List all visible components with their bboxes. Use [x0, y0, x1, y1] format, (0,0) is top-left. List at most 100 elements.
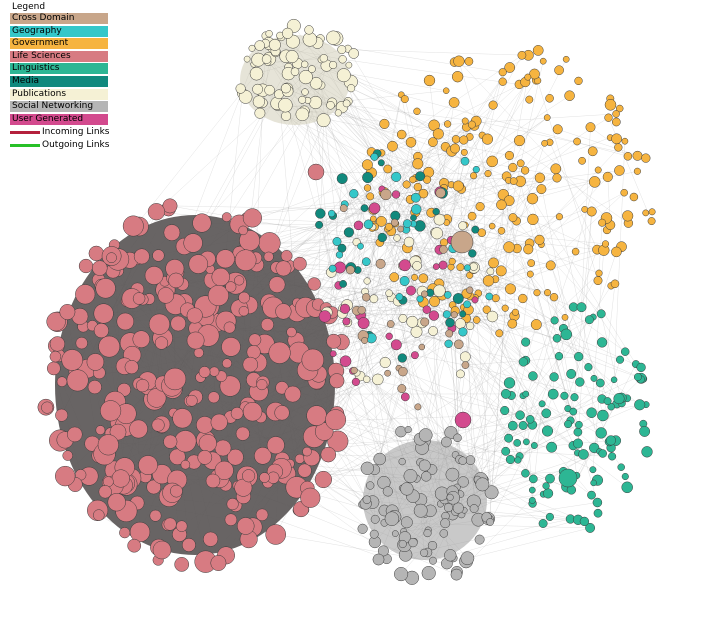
dataset-node-government[interactable]: [611, 117, 621, 127]
dataset-node-publications[interactable]: [319, 54, 328, 63]
dataset-node-social-networking[interactable]: [443, 503, 454, 513]
dataset-node-geography[interactable]: [395, 293, 404, 301]
dataset-node-linguistics[interactable]: [550, 316, 559, 325]
dataset-node-life-sciences[interactable]: [78, 258, 94, 274]
dataset-node-publications[interactable]: [379, 356, 391, 369]
dataset-node-government[interactable]: [564, 90, 575, 101]
dataset-node-government[interactable]: [525, 95, 534, 104]
dataset-node-life-sciences[interactable]: [163, 517, 177, 531]
dataset-node-linguistics[interactable]: [636, 362, 646, 373]
dataset-node-government[interactable]: [529, 68, 540, 80]
dataset-node-life-sciences[interactable]: [255, 508, 269, 522]
dataset-node-linguistics[interactable]: [569, 407, 578, 416]
dataset-node-government[interactable]: [413, 182, 422, 192]
dataset-node-government[interactable]: [475, 202, 485, 212]
dataset-node-media[interactable]: [397, 353, 407, 363]
dataset-node-government[interactable]: [495, 329, 504, 338]
dataset-node-government[interactable]: [361, 159, 373, 171]
dataset-node-government[interactable]: [543, 289, 552, 297]
dataset-node-life-sciences[interactable]: [124, 360, 139, 375]
dataset-node-cross-domain[interactable]: [357, 306, 366, 315]
dataset-node-government[interactable]: [611, 133, 622, 145]
dataset-node-social-networking[interactable]: [440, 518, 451, 529]
dataset-node-government[interactable]: [472, 316, 481, 324]
dataset-node-government[interactable]: [524, 73, 532, 81]
dataset-node-publications[interactable]: [282, 27, 294, 39]
dataset-node-life-sciences[interactable]: [183, 233, 203, 253]
dataset-node-government[interactable]: [595, 269, 603, 277]
dataset-node-linguistics[interactable]: [585, 522, 596, 533]
dataset-node-government[interactable]: [543, 114, 551, 121]
dataset-node-life-sciences[interactable]: [163, 367, 187, 391]
dataset-node-government[interactable]: [405, 137, 417, 148]
dataset-node-life-sciences[interactable]: [149, 509, 162, 522]
dataset-node-social-networking[interactable]: [421, 566, 436, 581]
dataset-node-life-sciences[interactable]: [246, 345, 261, 360]
dataset-node-government[interactable]: [633, 167, 641, 175]
dataset-node-life-sciences[interactable]: [67, 426, 83, 443]
dataset-node-government[interactable]: [412, 158, 424, 170]
dataset-node-user-generated[interactable]: [410, 351, 419, 360]
dataset-node-linguistics[interactable]: [522, 390, 530, 398]
dataset-node-government[interactable]: [629, 192, 639, 202]
dataset-node-social-networking[interactable]: [427, 540, 438, 551]
dataset-node-life-sciences[interactable]: [132, 330, 151, 348]
dataset-node-government[interactable]: [641, 153, 651, 163]
dataset-node-government[interactable]: [504, 62, 516, 73]
dataset-node-geography[interactable]: [335, 251, 344, 259]
dataset-node-life-sciences[interactable]: [186, 307, 203, 324]
dataset-node-social-networking[interactable]: [408, 537, 418, 548]
dataset-node-linguistics[interactable]: [589, 466, 597, 474]
dataset-node-publications[interactable]: [458, 221, 468, 231]
dataset-node-linguistics[interactable]: [542, 482, 550, 490]
dataset-node-social-networking[interactable]: [460, 551, 475, 566]
dataset-node-geography[interactable]: [410, 192, 421, 203]
dataset-node-linguistics[interactable]: [570, 393, 579, 402]
dataset-node-government[interactable]: [574, 76, 583, 86]
dataset-node-life-sciences[interactable]: [62, 450, 73, 461]
dataset-node-cross-domain[interactable]: [454, 339, 464, 350]
dataset-node-geography[interactable]: [357, 242, 364, 250]
dataset-node-government[interactable]: [549, 293, 559, 302]
dataset-node-publications[interactable]: [261, 54, 272, 64]
dataset-node-linguistics[interactable]: [617, 463, 625, 471]
dataset-node-government[interactable]: [527, 259, 536, 267]
dataset-node-media[interactable]: [415, 171, 426, 182]
dataset-node-life-sciences[interactable]: [238, 291, 250, 304]
dataset-node-government[interactable]: [539, 57, 547, 65]
dataset-node-government[interactable]: [604, 113, 613, 122]
dataset-node-government[interactable]: [614, 165, 625, 176]
dataset-node-cross-domain[interactable]: [397, 225, 404, 233]
dataset-node-geography[interactable]: [411, 204, 422, 215]
dataset-node-government[interactable]: [523, 244, 534, 255]
dataset-node-media[interactable]: [432, 207, 440, 216]
dataset-node-linguistics[interactable]: [605, 435, 616, 446]
dataset-node-publications[interactable]: [336, 68, 351, 83]
dataset-node-linguistics[interactable]: [590, 374, 598, 382]
dataset-node-publications[interactable]: [264, 84, 275, 96]
dataset-node-social-networking[interactable]: [484, 485, 499, 500]
dataset-node-government[interactable]: [601, 240, 610, 248]
dataset-node-life-sciences[interactable]: [154, 336, 169, 350]
dataset-node-user-generated[interactable]: [398, 259, 411, 272]
dataset-node-life-sciences[interactable]: [248, 333, 262, 347]
dataset-node-linguistics[interactable]: [560, 391, 569, 400]
dataset-node-government[interactable]: [598, 218, 607, 227]
dataset-node-social-networking[interactable]: [413, 503, 428, 518]
dataset-node-government[interactable]: [585, 122, 596, 133]
dataset-node-life-sciences[interactable]: [95, 425, 106, 435]
dataset-node-publications[interactable]: [398, 314, 408, 323]
dataset-node-linguistics[interactable]: [541, 425, 554, 437]
dataset-node-linguistics[interactable]: [518, 421, 528, 430]
dataset-node-government[interactable]: [508, 213, 518, 223]
dataset-node-life-sciences[interactable]: [221, 337, 241, 357]
dataset-node-cross-domain[interactable]: [445, 329, 454, 338]
dataset-node-publications[interactable]: [278, 97, 293, 113]
dataset-node-life-sciences[interactable]: [221, 212, 232, 222]
dataset-node-linguistics[interactable]: [521, 469, 530, 478]
dataset-node-user-generated[interactable]: [385, 332, 393, 340]
dataset-node-life-sciences[interactable]: [234, 275, 245, 286]
dataset-node-life-sciences[interactable]: [87, 380, 102, 395]
dataset-node-social-networking[interactable]: [421, 471, 432, 482]
dataset-node-life-sciences[interactable]: [209, 366, 220, 377]
